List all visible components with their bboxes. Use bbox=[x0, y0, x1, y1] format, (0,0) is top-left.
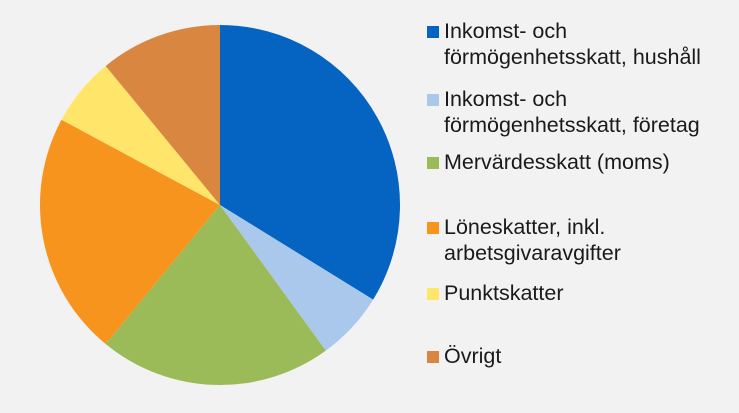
legend-label-loneskatter: Löneskatter, inkl. arbetsgivaravgifter bbox=[444, 215, 621, 265]
legend-label-moms: Mervärdesskatt (moms) bbox=[444, 150, 670, 174]
legend-label-foretag: Inkomst- och förmögenhetsskatt, företag bbox=[444, 87, 700, 137]
legend-swatch-ovrigt bbox=[427, 351, 439, 363]
legend-item-foretag: Inkomst- och förmögenhetsskatt, företag bbox=[427, 86, 700, 138]
legend-label-ovrigt: Övrigt bbox=[444, 344, 502, 368]
pie-slice-6 bbox=[105, 25, 220, 205]
legend-label-hushall: Inkomst- och förmögenhetsskatt, hushåll bbox=[444, 19, 701, 69]
pie-slice-4 bbox=[40, 119, 220, 345]
legend-swatch-foretag bbox=[427, 94, 439, 106]
legend-label-punktskatter: Punktskatter bbox=[444, 281, 564, 305]
legend-item-loneskatter: Löneskatter, inkl. arbetsgivaravgifter bbox=[427, 214, 621, 266]
pie-slice-5 bbox=[61, 65, 221, 205]
legend-item-moms: Mervärdesskatt (moms) bbox=[427, 149, 670, 175]
legend-item-ovrigt: Övrigt bbox=[427, 343, 501, 369]
legend-swatch-loneskatter bbox=[427, 222, 439, 234]
legend-item-hushall: Inkomst- och förmögenhetsskatt, hushåll bbox=[427, 18, 701, 70]
legend-swatch-punktskatter bbox=[427, 288, 439, 300]
pie-slice-2 bbox=[220, 205, 374, 351]
legend-item-punktskatter: Punktskatter bbox=[427, 280, 564, 306]
pie-slice-3 bbox=[105, 205, 326, 386]
legend-swatch-moms bbox=[427, 157, 439, 169]
legend-swatch-hushall bbox=[427, 26, 439, 38]
pie-slice-1 bbox=[220, 25, 400, 300]
